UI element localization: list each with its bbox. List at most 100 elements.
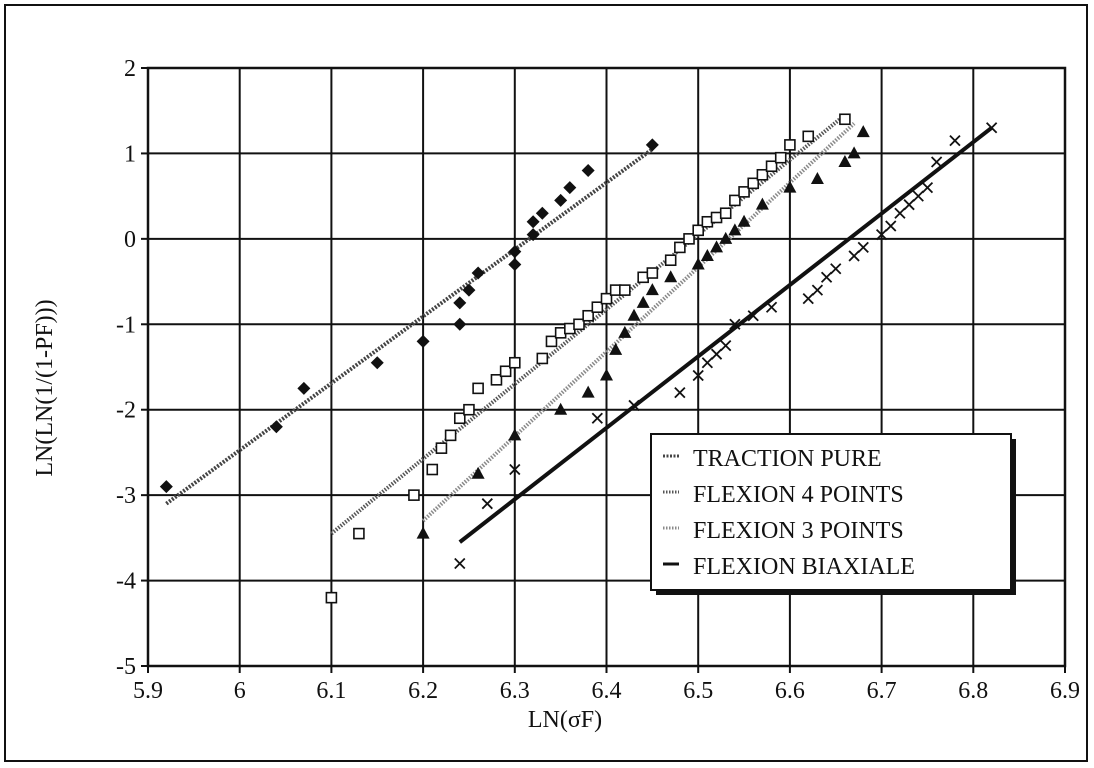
square-marker — [408, 489, 420, 501]
triangle-marker — [600, 368, 613, 381]
square-marker — [619, 284, 631, 296]
x-marker-stroke — [894, 207, 906, 219]
fit-lines — [165, 113, 993, 544]
y-tick-label: 0 — [124, 227, 136, 253]
x-marker — [848, 250, 860, 262]
square-marker — [426, 463, 439, 476]
square-marker — [453, 412, 466, 425]
x-marker-stroke — [930, 156, 943, 168]
square-marker — [499, 365, 512, 378]
x-marker — [894, 207, 906, 219]
triangle-marker — [847, 146, 861, 159]
x-marker — [802, 293, 814, 305]
y-tick-label: -4 — [116, 569, 136, 595]
legend-label: FLEXION 3 POINTS — [693, 518, 904, 544]
x-marker — [454, 557, 466, 570]
diamond-marker — [526, 228, 540, 242]
diamond-marker — [535, 206, 549, 220]
y-tick-label: -2 — [116, 398, 136, 424]
x-marker — [628, 399, 640, 412]
diamond-marker — [645, 138, 659, 152]
x-marker — [921, 181, 934, 194]
square-marker — [353, 527, 365, 540]
x-marker-stroke — [481, 498, 493, 510]
x-marker-stroke — [747, 310, 759, 322]
x-marker-stroke — [802, 293, 814, 305]
x-marker — [747, 310, 759, 322]
x-marker — [729, 318, 741, 330]
square-marker — [674, 241, 686, 254]
x-tick-label: 6.6 — [775, 678, 805, 704]
x-marker-stroke — [710, 348, 723, 360]
triangle-marker — [645, 283, 659, 296]
x-marker-stroke — [875, 228, 888, 241]
x-marker-stroke — [830, 263, 842, 275]
square-marker — [545, 335, 558, 348]
x-marker-stroke — [848, 250, 860, 262]
x-marker-stroke — [811, 284, 824, 296]
diamond-marker — [453, 317, 467, 331]
square-marker — [765, 160, 778, 173]
triangle-marker — [700, 248, 714, 261]
square-marker — [683, 233, 695, 245]
triangle-marker — [627, 308, 641, 321]
legend: TRACTION PURE FLEXION 4 POINTS FLEXION 3 P… — [650, 433, 1016, 595]
x-marker — [674, 386, 686, 399]
plot-area-border — [146, 66, 1067, 668]
triangle-marker — [737, 214, 751, 227]
diamond-marker — [508, 245, 522, 259]
x-tick-label: 6.2 — [408, 678, 438, 704]
x-marker-stroke — [857, 241, 869, 254]
data-points — [159, 113, 998, 604]
x-tick-label: 6.7 — [867, 678, 897, 704]
x-marker-stroke — [949, 134, 961, 147]
square-marker — [591, 301, 604, 314]
x-marker-stroke — [628, 399, 640, 412]
triangle-marker — [581, 385, 595, 398]
legend-label: TRACTION PURE — [693, 446, 882, 472]
square-marker — [573, 318, 585, 331]
y-tick-label: -1 — [116, 312, 136, 338]
x-marker — [720, 340, 732, 352]
square-marker — [490, 374, 503, 386]
x-marker-stroke — [692, 369, 704, 382]
x-marker — [857, 241, 869, 254]
x-marker — [885, 220, 897, 232]
x-marker-stroke — [720, 340, 732, 352]
triangle-marker — [664, 270, 678, 283]
diamond-marker — [159, 480, 173, 494]
x-marker — [875, 228, 888, 241]
triangle-marker — [719, 231, 733, 244]
x-marker-stroke — [509, 463, 521, 476]
triangle-marker — [838, 154, 852, 167]
square-marker — [729, 194, 741, 207]
y-tick-label: 1 — [124, 141, 136, 167]
triangle-marker — [471, 466, 485, 479]
x-tick-label: 6.9 — [1050, 678, 1080, 704]
square-marker — [508, 356, 521, 369]
square-marker — [692, 224, 705, 237]
diamond-marker — [581, 164, 595, 178]
diamond-marker — [554, 193, 568, 207]
diamond-marker — [508, 257, 522, 271]
x-marker — [765, 301, 778, 313]
x-marker-stroke — [674, 386, 686, 399]
triangle-marker — [691, 257, 705, 270]
square-marker — [472, 382, 484, 395]
triangle-marker — [856, 125, 870, 138]
diamond-marker — [297, 381, 311, 395]
x-marker-stroke — [765, 301, 778, 313]
x-marker — [591, 412, 603, 424]
square-marker — [738, 186, 750, 198]
square-marker — [747, 177, 760, 190]
x-marker-stroke — [885, 220, 897, 232]
x-marker — [701, 357, 714, 369]
square-marker — [774, 151, 787, 164]
triangle-marker — [609, 342, 623, 355]
triangle-marker — [810, 172, 824, 185]
legend-box — [650, 433, 1012, 591]
x-tick-label: 5.9 — [133, 678, 163, 704]
triangle-marker — [508, 428, 522, 441]
legend-label: FLEXION 4 POINTS — [693, 482, 904, 508]
x-axis-label: LN(σF) — [528, 707, 602, 733]
